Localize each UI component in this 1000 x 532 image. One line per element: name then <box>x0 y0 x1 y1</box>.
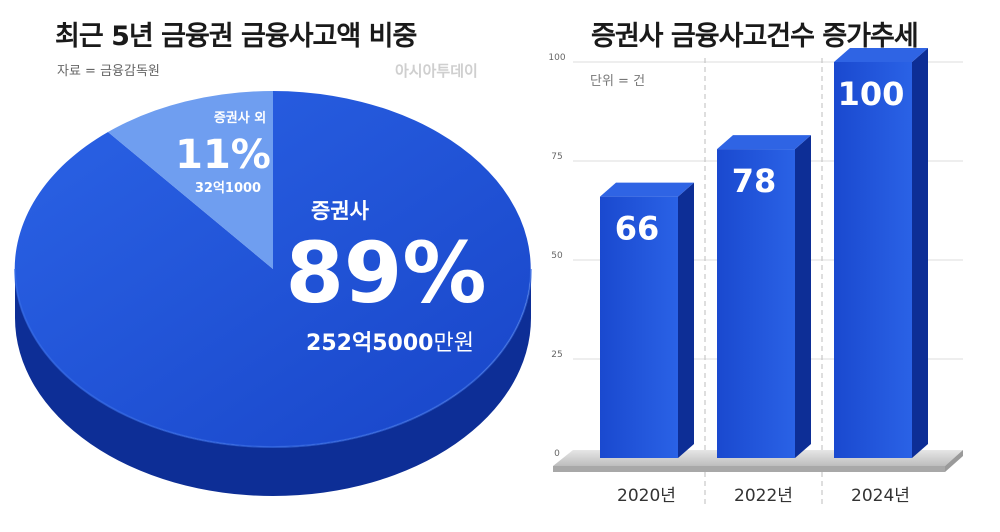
pie-side-wall <box>15 269 531 496</box>
bar-side <box>912 48 928 458</box>
pie-slice-others <box>108 90 273 270</box>
bar-value-label: 100 <box>838 75 905 113</box>
minor-slice-name: 증권사 외 <box>214 110 266 126</box>
bar: 66 <box>600 182 694 458</box>
pie-edge-highlight <box>14 268 532 448</box>
major-slice-percent: 89% <box>285 224 486 322</box>
data-source-label: 자료 = 금융감독원 <box>57 64 160 79</box>
major-slice-amount-unit: 만원 <box>433 331 473 356</box>
chart-floor-front <box>553 466 945 472</box>
x-tick-label: 2020년 <box>617 486 676 506</box>
bar-side <box>795 135 811 458</box>
bar-front <box>834 62 912 458</box>
bar-value-label: 66 <box>615 210 660 248</box>
x-tick-label: 2024년 <box>851 486 910 506</box>
y-tick-label: 50 <box>551 251 563 261</box>
x-axis-labels: 2020년 2022년 2024년 <box>617 486 910 506</box>
pie-chart-title: 최근 5년 금융권 금융사고액 비중 <box>55 21 417 52</box>
y-tick-label: 75 <box>551 152 562 162</box>
bar: 100 <box>834 48 928 458</box>
y-tick-label: 0 <box>554 449 560 459</box>
bar-top <box>600 182 694 197</box>
minor-slice-percent: 11% <box>175 132 271 178</box>
bar-side <box>678 182 694 458</box>
pie-slice-securities <box>14 91 531 447</box>
major-slice-amount-main: 252억5000 <box>306 331 433 356</box>
bar: 78 <box>717 135 811 458</box>
x-tick-label: 2022년 <box>734 486 793 506</box>
unit-label: 단위 = 건 <box>590 74 646 89</box>
minor-slice-amount: 32억1000 <box>195 181 261 196</box>
bar-top <box>717 135 811 150</box>
bar-front <box>600 196 678 458</box>
bar-group: 66 78 100 <box>600 48 928 458</box>
y-tick-label: 100 <box>548 53 565 63</box>
chart-floor-side <box>945 450 963 472</box>
publisher-watermark: 아시아투데이 <box>395 62 478 80</box>
bar-chart-title: 증권사 금융사고건수 증가추세 <box>591 21 919 52</box>
major-slice-name: 증권사 <box>311 199 370 223</box>
bar-value-label: 78 <box>732 162 777 200</box>
bar-top <box>834 48 928 62</box>
bar-chart: 0 25 50 75 100 66 78 100 2020년 2022년 2024년 <box>548 48 963 506</box>
y-tick-label: 25 <box>551 350 562 360</box>
bar-front <box>717 149 795 458</box>
major-slice-amount: 252억5000만원 <box>306 331 474 356</box>
pie-chart: 증권사 외 11% 32억1000 증권사 89% 252억5000만원 <box>14 90 532 496</box>
